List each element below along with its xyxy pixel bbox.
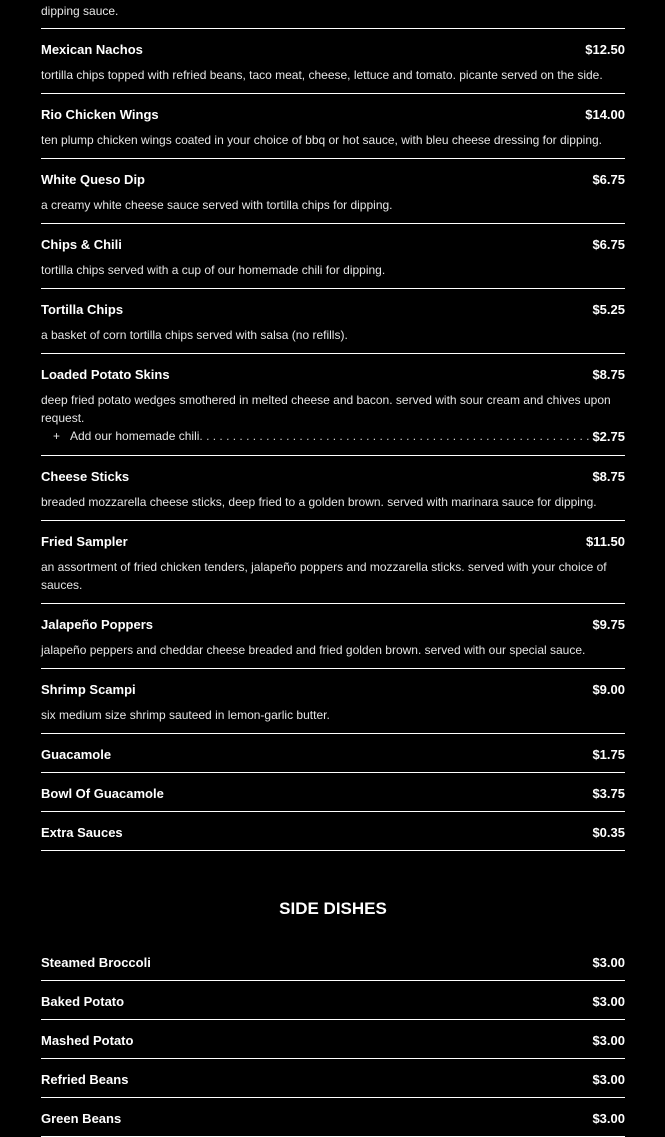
side-dishes-list: Steamed Broccoli $3.00 Baked Potato $3.0… [41, 942, 625, 1137]
item-price: $8.75 [592, 367, 625, 382]
item-name: Loaded Potato Skins [41, 367, 170, 382]
item-name: Green Beans [41, 1111, 122, 1126]
item-name: Guacamole [41, 747, 112, 762]
item-name: Fried Sampler [41, 534, 128, 549]
addon-price: $2.75 [592, 429, 625, 444]
item-name: Refried Beans [41, 1072, 129, 1087]
item-price: $3.00 [592, 1111, 625, 1126]
item-name: Chips & Chili [41, 237, 122, 252]
item-description: ten plump chicken wings coated in your c… [41, 133, 602, 147]
item-price: $3.75 [592, 786, 625, 801]
item-price: $6.75 [592, 172, 625, 187]
item-name: Rio Chicken Wings [41, 107, 159, 122]
item-description: a basket of corn tortilla chips served w… [41, 328, 348, 342]
section-title-side-dishes: SIDE DISHES [279, 899, 387, 918]
item-description: jalapeño peppers and cheddar cheese brea… [41, 643, 586, 657]
menu-item: Loaded Potato Skins $8.75 deep fried pota… [41, 354, 625, 456]
item-price: $5.25 [592, 302, 625, 317]
menu-item: Rio Chicken Wings $14.00 ten plump chicke… [41, 94, 625, 159]
item-description: breaded mozzarella cheese sticks, deep f… [41, 495, 597, 509]
item-price: $9.00 [592, 682, 625, 697]
previous-item-description: dipping sauce. [41, 2, 625, 29]
menu-item: Tortilla Chips $5.25 a basket of corn tor… [41, 289, 625, 354]
item-description: tortilla chips topped with refried beans… [41, 68, 603, 82]
item-addon: + Add our homemade chili $2.75 [41, 427, 625, 446]
menu-item: Jalapeño Poppers $9.75 jalapeño peppers a… [41, 604, 625, 669]
item-price: $6.75 [592, 237, 625, 252]
item-price: $3.00 [592, 955, 625, 970]
plus-icon: + [53, 429, 61, 443]
menu-item: Chips & Chili $6.75 tortilla chips served… [41, 224, 625, 289]
item-price: $3.00 [592, 1033, 625, 1048]
menu: dipping sauce. Mexican Nachos $12.50 tort… [41, 2, 625, 1137]
item-description: an assortment of fried chicken tenders, … [41, 560, 607, 592]
menu-item: Mexican Nachos $12.50 tortilla chips topp… [41, 29, 625, 94]
item-price: $0.35 [592, 825, 625, 840]
menu-item: Bowl Of Guacamole $3.75 [41, 773, 625, 812]
item-description: six medium size shrimp sauteed in lemon-… [41, 708, 330, 722]
item-price: $3.00 [592, 994, 625, 1009]
item-name: Steamed Broccoli [41, 955, 151, 970]
item-name: Mashed Potato [41, 1033, 134, 1048]
item-price: $3.00 [592, 1072, 625, 1087]
menu-item: Guacamole $1.75 [41, 734, 625, 773]
item-name: Mexican Nachos [41, 42, 143, 57]
menu-item: Steamed Broccoli $3.00 [41, 942, 625, 981]
menu-item: Extra Sauces $0.35 [41, 812, 625, 851]
item-price: $11.50 [585, 534, 625, 549]
menu-item: Cheese Sticks $8.75 breaded mozzarella ch… [41, 456, 625, 521]
item-name: Jalapeño Poppers [41, 617, 153, 632]
menu-item: Baked Potato $3.00 [41, 981, 625, 1020]
item-price: $12.50 [585, 42, 625, 57]
item-price: $1.75 [592, 747, 625, 762]
menu-item: Shrimp Scampi $9.00 six medium size shrim… [41, 669, 625, 734]
item-description: a creamy white cheese sauce served with … [41, 198, 393, 212]
item-price: $9.75 [592, 617, 625, 632]
menu-item: Refried Beans $3.00 [41, 1059, 625, 1098]
menu-item: Fried Sampler $11.50 an assortment of fri… [41, 521, 625, 604]
item-description: tortilla chips served with a cup of our … [41, 263, 386, 277]
appetizers-list: Mexican Nachos $12.50 tortilla chips topp… [41, 29, 625, 851]
item-name: Baked Potato [41, 994, 125, 1009]
item-name: Cheese Sticks [41, 469, 130, 484]
item-name: White Queso Dip [41, 172, 145, 187]
item-price: $14.00 [585, 107, 625, 122]
dot-leader [199, 427, 592, 446]
item-name: Tortilla Chips [41, 302, 124, 317]
item-name: Bowl Of Guacamole [41, 786, 164, 801]
item-description: deep fried potato wedges smothered in me… [41, 393, 611, 425]
item-name: Extra Sauces [41, 825, 123, 840]
addon-label: Add our homemade chili [70, 429, 200, 443]
item-price: $8.75 [592, 469, 625, 484]
item-name: Shrimp Scampi [41, 682, 136, 697]
menu-item: Green Beans $3.00 [41, 1098, 625, 1137]
menu-item: Mashed Potato $3.00 [41, 1020, 625, 1059]
menu-item: White Queso Dip $6.75 a creamy white chee… [41, 159, 625, 224]
